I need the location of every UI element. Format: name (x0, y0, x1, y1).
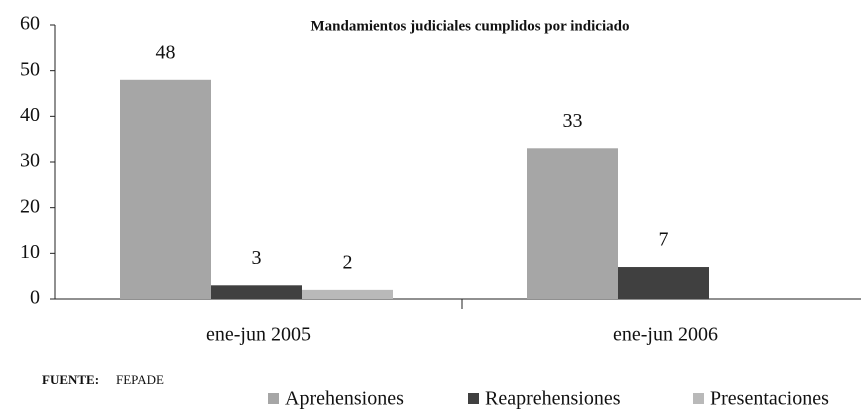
data-label: 7 (659, 229, 669, 251)
y-tick-label: 30 (20, 150, 40, 172)
y-tick-label: 40 (20, 104, 40, 126)
y-tick-label: 60 (20, 13, 40, 35)
legend-swatch (268, 393, 279, 404)
source: FEPADE (116, 372, 164, 387)
legend-label: Reaprehensiones (485, 388, 621, 409)
bar (120, 79, 211, 299)
y-tick-label: 50 (20, 58, 40, 80)
y-tick-label: 0 (30, 287, 40, 309)
data-label: 3 (252, 247, 262, 269)
legend-swatch (693, 393, 704, 404)
y-tick-label: 20 (20, 195, 40, 217)
data-label: 48 (156, 41, 176, 63)
x-tick-label: ene-jun 2005 (206, 324, 311, 346)
y-tick-label: 10 (20, 241, 40, 263)
legend-swatch (468, 393, 479, 404)
bar (302, 289, 393, 299)
x-tick-label: ene-jun 2006 (613, 324, 718, 346)
data-label: 2 (343, 251, 353, 273)
legend-label: Presentaciones (710, 388, 829, 409)
bar (618, 267, 709, 299)
bar (211, 285, 302, 299)
source-label: FUENTE: (42, 372, 99, 387)
chart-title: Mandamientos judiciales cumplidos por in… (311, 18, 630, 34)
legend-label: Aprehensiones (285, 388, 404, 409)
data-label: 33 (563, 110, 583, 132)
bar (527, 148, 618, 299)
